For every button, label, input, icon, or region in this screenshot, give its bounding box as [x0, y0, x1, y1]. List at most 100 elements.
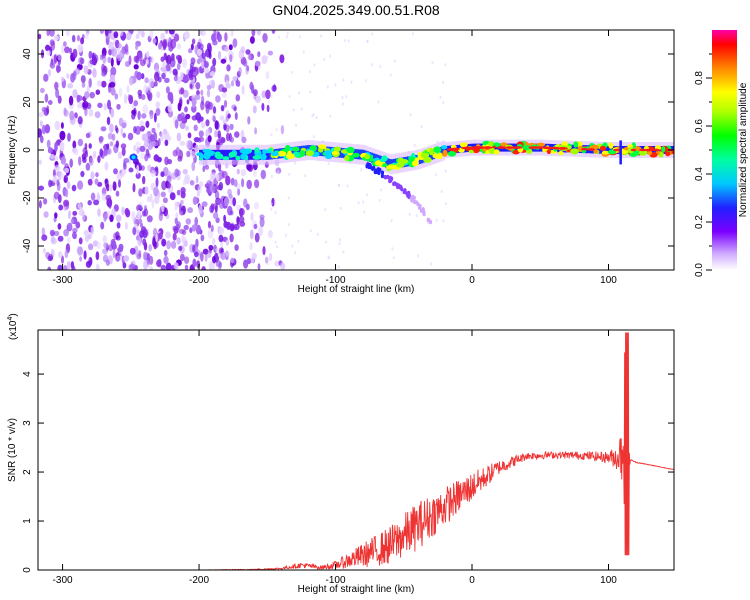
noise-blob	[80, 75, 86, 84]
signal-blob	[340, 149, 348, 154]
branch-blob	[380, 173, 384, 179]
noise-blob	[192, 196, 198, 206]
noise-dot	[371, 32, 374, 36]
noise-blob	[160, 171, 165, 178]
noise-blob	[210, 224, 214, 232]
noise-blob	[195, 82, 201, 90]
noise-blob	[187, 207, 194, 214]
noise-blob	[253, 89, 258, 97]
noise-blob	[117, 247, 123, 253]
noise-blob	[95, 263, 100, 270]
noise-blob	[93, 199, 100, 206]
signal-blob	[433, 146, 442, 153]
noise-blob	[185, 139, 192, 150]
noise-blob	[207, 250, 212, 259]
signal-blob	[627, 144, 634, 149]
noise-blob	[185, 113, 191, 120]
noise-blob	[103, 242, 109, 249]
noise-blob	[77, 44, 84, 53]
noise-blob	[41, 227, 46, 237]
noise-dot	[341, 96, 344, 100]
noise-blob	[188, 48, 193, 54]
noise-blob	[180, 199, 184, 205]
noise-blob	[236, 216, 240, 225]
noise-blob	[68, 210, 71, 219]
snr-ylabel: SNR (10 * v/v)	[7, 418, 18, 482]
noise-dot	[344, 38, 346, 43]
noise-blob	[189, 227, 193, 234]
noise-blob	[82, 147, 88, 155]
noise-blob	[140, 73, 145, 80]
branch-blob	[366, 162, 370, 167]
noise-blob	[163, 52, 167, 61]
noise-blob	[198, 130, 204, 138]
signal-blob	[277, 151, 287, 157]
noise-blob	[118, 179, 121, 188]
noise-blob	[161, 72, 166, 80]
signal-core	[239, 149, 242, 160]
noise-blob	[120, 128, 124, 136]
noise-blob	[160, 32, 166, 41]
noise-blob	[81, 153, 86, 160]
noise-blob	[72, 227, 78, 233]
noise-blob	[220, 58, 227, 64]
noise-blob	[200, 251, 204, 262]
noise-blob	[53, 230, 60, 237]
noise-dot	[291, 70, 294, 74]
noise-blob	[254, 179, 260, 189]
noise-dot	[444, 202, 447, 206]
noise-blob	[129, 263, 136, 270]
noise-dot	[277, 170, 280, 174]
noise-blob	[249, 81, 254, 90]
noise-blob	[170, 240, 177, 249]
noise-blob	[61, 44, 66, 54]
spectrogram-xtick-label: 100	[600, 275, 617, 286]
noise-blob	[220, 105, 225, 112]
noise-blob	[87, 200, 92, 206]
noise-blob	[57, 264, 63, 270]
noise-blob	[44, 124, 51, 134]
noise-blob	[110, 108, 115, 118]
noise-blob	[223, 100, 228, 108]
noise-blob	[97, 102, 103, 109]
noise-blob	[78, 237, 83, 245]
noise-blob	[233, 106, 237, 112]
snr-multiplier-exp: 4	[7, 317, 14, 321]
signal-peak	[505, 146, 514, 149]
noise-blob	[151, 127, 156, 133]
noise-blob	[53, 54, 58, 64]
noise-blob	[232, 38, 238, 48]
noise-dot	[389, 73, 392, 77]
branch-blob	[377, 170, 381, 175]
noise-blob	[172, 149, 178, 157]
noise-blob	[54, 120, 61, 131]
noise-blob	[82, 211, 85, 221]
noise-dot	[274, 240, 277, 244]
signal-blob	[364, 154, 371, 160]
noise-blob	[94, 111, 101, 119]
noise-dot	[315, 116, 318, 120]
noise-blob	[177, 155, 183, 162]
noise-blob	[149, 266, 153, 270]
noise-blob	[225, 239, 230, 246]
noise-blob	[251, 30, 256, 37]
noise-blob	[104, 30, 109, 37]
noise-blob	[89, 157, 94, 166]
noise-blob	[247, 116, 251, 125]
noise-dot	[298, 91, 301, 95]
noise-blob	[207, 135, 212, 143]
noise-blob	[88, 108, 94, 117]
noise-blob	[166, 175, 172, 183]
noise-blob	[180, 87, 185, 95]
signal-blob	[214, 151, 221, 156]
noise-dot	[300, 107, 303, 111]
noise-blob	[64, 249, 69, 259]
noise-blob	[61, 255, 64, 264]
noise-blob	[142, 175, 146, 185]
noise-blob	[161, 180, 167, 191]
signal-core	[251, 149, 254, 160]
noise-dot	[440, 189, 443, 194]
snr-ytick-label: 0	[22, 567, 33, 573]
noise-blob	[139, 145, 146, 152]
